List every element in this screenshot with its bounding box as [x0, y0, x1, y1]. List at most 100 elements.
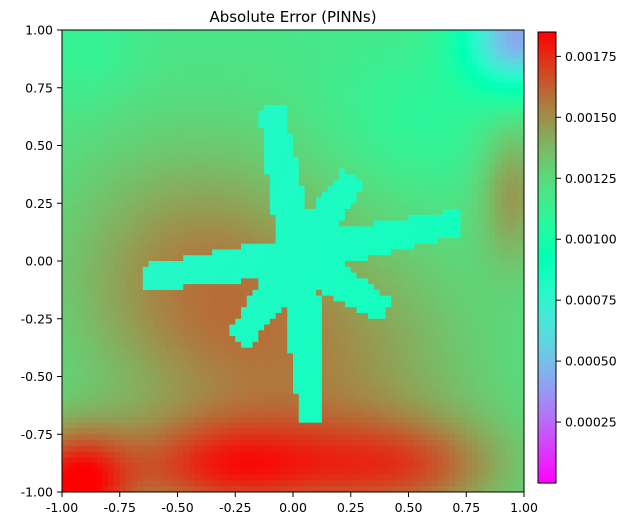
- heatmap-cell: [241, 232, 248, 239]
- heatmap-cell: [119, 364, 127, 372]
- heatmap-cell: [200, 353, 207, 360]
- heatmap-cell: [67, 122, 75, 129]
- heatmap-cell: [368, 428, 375, 435]
- heatmap-cell: [223, 336, 231, 343]
- heatmap-cell: [246, 139, 254, 147]
- heatmap-cell: [67, 87, 75, 95]
- heatmap-cell: [293, 203, 300, 210]
- heatmap-cell: [252, 434, 259, 441]
- heatmap-cell: [321, 168, 329, 175]
- heatmap-cell: [391, 35, 398, 43]
- heatmap-cell: [350, 255, 358, 262]
- heatmap-cell: [194, 249, 202, 256]
- heatmap-cell: [189, 81, 196, 89]
- heatmap-cell: [229, 232, 236, 239]
- heatmap-cell: [269, 105, 277, 112]
- heatmap-cell: [402, 58, 410, 66]
- heatmap-cell: [379, 330, 387, 337]
- heatmap-cell: [108, 422, 115, 430]
- heatmap-cell: [275, 191, 283, 199]
- heatmap-cell: [356, 58, 363, 66]
- heatmap-cell: [362, 416, 369, 424]
- heatmap-cell: [160, 151, 167, 158]
- heatmap-cell: [148, 445, 156, 453]
- heatmap-cell: [85, 110, 92, 118]
- heatmap-cell: [350, 41, 358, 48]
- heatmap-cell: [281, 370, 288, 378]
- heatmap-cell: [96, 336, 104, 343]
- heatmap-cell: [85, 364, 92, 372]
- heatmap-cell: [350, 468, 358, 476]
- heatmap-cell: [62, 53, 69, 60]
- heatmap-cell: [246, 272, 254, 279]
- heatmap-cell: [414, 93, 421, 100]
- heatmap-cell: [171, 399, 179, 406]
- heatmap-cell: [304, 93, 311, 100]
- heatmap-cell: [137, 197, 144, 204]
- heatmap-cell: [246, 214, 254, 222]
- heatmap-cell: [293, 382, 300, 389]
- heatmap-cell: [344, 301, 352, 308]
- heatmap-cell: [269, 284, 277, 291]
- heatmap-cell: [212, 76, 219, 83]
- heatmap-cell: [85, 226, 92, 233]
- heatmap-cell: [125, 122, 132, 129]
- heatmap-cell: [171, 474, 179, 482]
- heatmap-cell: [321, 81, 329, 89]
- heatmap-cell: [252, 35, 259, 43]
- heatmap-cell: [79, 145, 86, 152]
- heatmap-cell: [310, 209, 317, 216]
- heatmap-cell: [154, 53, 161, 60]
- heatmap-cell: [229, 284, 236, 291]
- heatmap-cell: [373, 393, 381, 401]
- heatmap-cell: [304, 457, 311, 464]
- heatmap-cell: [212, 243, 219, 251]
- heatmap-cell: [339, 480, 346, 487]
- heatmap-cell: [90, 139, 98, 147]
- heatmap-cell: [327, 284, 335, 291]
- heatmap-cell: [356, 122, 363, 129]
- heatmap-cell: [316, 162, 323, 170]
- heatmap-cell: [321, 35, 329, 43]
- heatmap-cell: [408, 128, 415, 135]
- heatmap-cell: [200, 203, 207, 210]
- heatmap-cell: [333, 416, 340, 424]
- heatmap-cell: [148, 324, 156, 331]
- heatmap-cell: [327, 370, 335, 378]
- heatmap-cell: [344, 133, 352, 141]
- heatmap-cell: [373, 53, 381, 60]
- heatmap-cell: [350, 70, 358, 77]
- heatmap-cell: [373, 301, 381, 308]
- heatmap-cell: [217, 180, 225, 187]
- heatmap-cell: [420, 203, 427, 210]
- heatmap-cell: [160, 226, 167, 233]
- heatmap-cell: [200, 58, 207, 66]
- heatmap-cell: [217, 53, 225, 60]
- heatmap-cell: [183, 128, 190, 135]
- heatmap-cell: [62, 145, 69, 152]
- heatmap-cell: [281, 237, 288, 245]
- heatmap-cell: [85, 284, 92, 291]
- heatmap-cell: [165, 151, 173, 158]
- heatmap-cell: [113, 99, 121, 106]
- heatmap-cell: [131, 122, 138, 129]
- heatmap-cell: [316, 434, 323, 441]
- heatmap-cell: [102, 157, 109, 164]
- heatmap-cell: [131, 93, 138, 100]
- heatmap-cell: [194, 428, 202, 435]
- heatmap-cell: [420, 41, 427, 48]
- heatmap-cell: [96, 157, 104, 164]
- heatmap-cell: [275, 99, 283, 106]
- heatmap-cell: [402, 312, 410, 320]
- heatmap-cell: [293, 422, 300, 430]
- heatmap-cell: [373, 105, 381, 112]
- heatmap-cell: [108, 388, 115, 395]
- heatmap-cell: [171, 261, 179, 268]
- heatmap-cell: [137, 312, 144, 320]
- heatmap-cell: [148, 41, 156, 48]
- heatmap-cell: [206, 289, 213, 297]
- heatmap-cell: [67, 64, 75, 72]
- heatmap-cell: [333, 185, 340, 193]
- heatmap-cell: [246, 232, 254, 239]
- heatmap-cell: [258, 232, 265, 239]
